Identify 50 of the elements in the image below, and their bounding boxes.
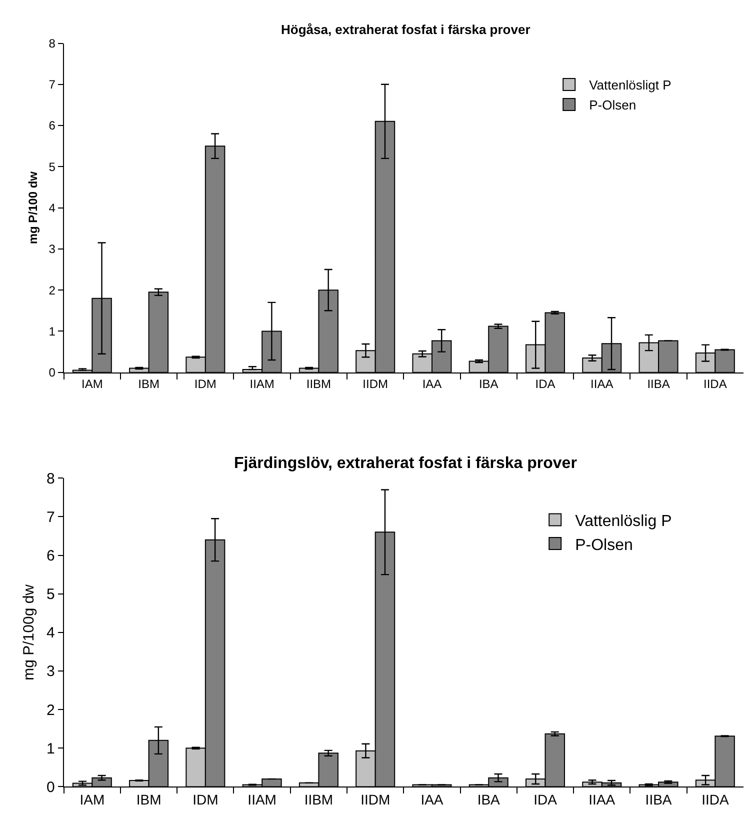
y-tick-label: 4 [48,201,56,216]
legend-label: P-Olsen [575,536,633,554]
chart-title: Högåsa, extraherat fosfat i färska prover [281,22,530,37]
y-tick-label: 5 [46,586,55,604]
x-tick-label: IBM [138,376,160,391]
y-tick-label: 1 [46,740,55,758]
x-tick-label: IIAA [588,791,616,808]
y-tick-label: 8 [48,36,56,50]
y-tick-label: 8 [46,470,55,488]
x-tick-label: IBA [478,376,498,391]
x-tick-label: IAA [420,791,444,808]
legend-label: Vattenlösligt P [589,78,672,93]
y-tick-label: 7 [46,508,55,526]
x-tick-label: IDM [194,376,216,391]
y-tick-label: 7 [48,78,56,92]
chart-title: Fjärdingslöv, extraherat fosfat i färska prover [234,455,577,472]
x-tick-label: IIDA [702,791,730,808]
x-tick-label: IBA [477,791,501,808]
y-tick-label: 5 [48,160,56,174]
x-tick-label: IIBM [304,791,334,808]
x-tick-label: IIAA [590,376,614,391]
y-tick-label: 6 [46,548,55,565]
y-tick-label: 3 [48,242,56,256]
x-tick-label: IIDM [362,376,388,391]
y-tick-label: 4 [46,624,55,642]
x-tick-label: IDA [535,376,556,391]
y-axis-title: mg P/100 dw [26,170,40,244]
x-tick-label: IBM [136,791,162,808]
y-tick-label: 2 [46,702,55,719]
x-tick-label: IIDM [360,791,390,808]
x-tick-label: IIDA [704,376,727,391]
x-tick-label: IDM [192,791,218,808]
y-tick-label: 1 [48,324,56,338]
x-tick-label: IAM [81,376,103,391]
x-tick-label: IDA [534,791,558,808]
x-tick-label: IIBA [645,791,672,808]
x-tick-label: IAM [80,791,105,808]
legend-label: P-Olsen [589,98,636,113]
x-tick-label: IIBM [306,376,332,391]
x-tick-label: IIAM [248,791,276,808]
y-tick-label: 0 [48,366,56,380]
legend-label: Vattenlöslig P [575,512,672,530]
y-tick-label: 0 [46,778,55,796]
y-axis-title: mg P/100g dw [20,584,38,680]
x-tick-label: IIBA [647,376,670,391]
y-tick-label: 6 [48,118,56,133]
y-tick-label: 3 [46,663,55,680]
x-tick-label: IAA [422,376,442,391]
x-tick-label: IIAM [250,376,274,391]
y-tick-label: 2 [48,283,56,298]
